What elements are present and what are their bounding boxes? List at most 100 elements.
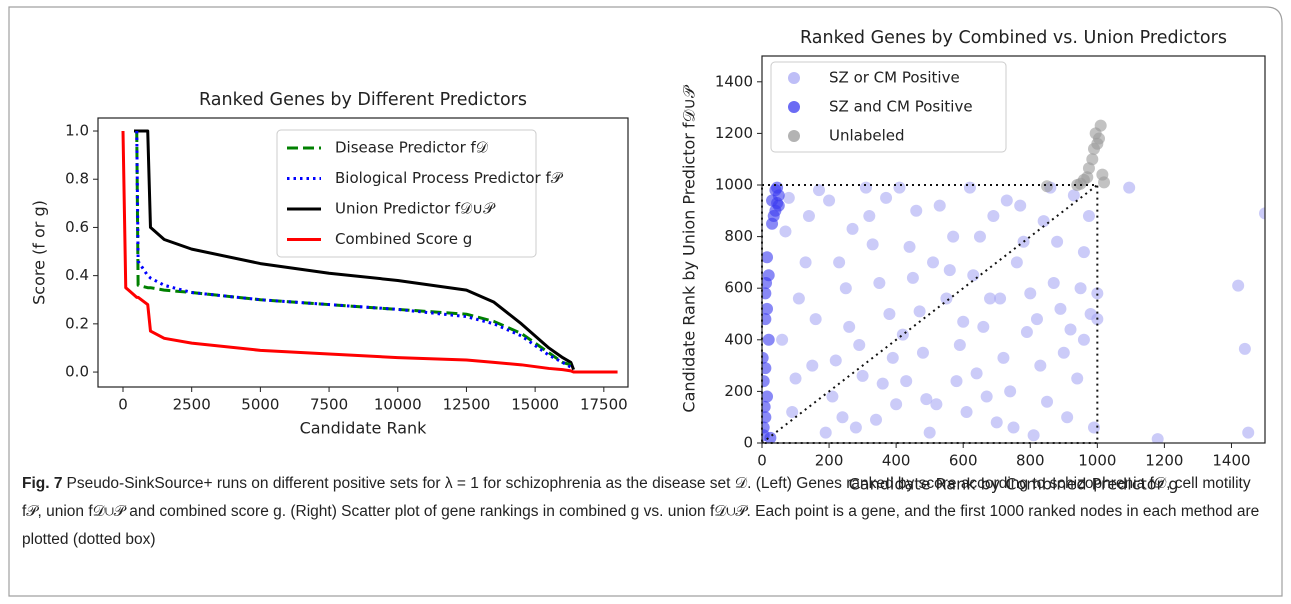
point (762, 375, 770, 388)
point (1041, 395, 1054, 408)
point (984, 292, 997, 305)
point (930, 398, 943, 411)
point (806, 359, 819, 372)
point (853, 338, 866, 351)
legend-box (276, 129, 537, 258)
point (973, 230, 986, 243)
point (970, 367, 983, 380)
point (866, 238, 879, 251)
point (762, 421, 770, 434)
point (950, 375, 963, 388)
point (963, 181, 976, 194)
point (943, 264, 956, 277)
chart-title: Ranked Genes by Different Predictors (199, 90, 527, 110)
y-tick-label: 0.8 (65, 170, 89, 188)
point (799, 256, 812, 269)
point (771, 181, 784, 194)
point (1064, 323, 1077, 336)
point (960, 406, 973, 419)
point (836, 411, 849, 424)
legend-label: Union Predictor f𝒟∪𝒫 (335, 200, 496, 218)
point (994, 292, 1007, 305)
y-tick-label: 0.6 (65, 218, 89, 236)
legend-label: Disease Predictor f𝒟 (335, 139, 488, 157)
point (1242, 426, 1255, 439)
point (1030, 313, 1043, 326)
point (1047, 277, 1060, 290)
point (762, 390, 774, 403)
point (910, 204, 923, 217)
x-tick-label: 1200 (1145, 452, 1183, 470)
point (987, 209, 1000, 222)
x-tick-label: 0 (757, 452, 767, 470)
point (762, 400, 771, 413)
point (856, 369, 869, 382)
point (762, 411, 772, 424)
point (900, 375, 913, 388)
chart-title: Ranked Genes by Combined vs. Union Predi… (800, 28, 1227, 48)
point (833, 256, 846, 269)
x-tick-label: 15000 (511, 396, 559, 414)
point (913, 305, 926, 318)
point (1098, 176, 1111, 189)
series-line (133, 129, 576, 371)
points (762, 119, 1265, 443)
point (1232, 279, 1245, 292)
caption: Fig. 7 Pseudo-SinkSource+ runs on differe… (22, 470, 1267, 554)
x-tick-label: 5000 (241, 396, 279, 414)
point (809, 313, 822, 326)
point (1074, 282, 1087, 295)
point (1094, 119, 1107, 132)
legend-label: Combined Score g (335, 230, 472, 248)
x-tick-label: 7500 (310, 396, 348, 414)
point (767, 209, 780, 222)
point (849, 421, 862, 434)
point (1054, 302, 1067, 315)
legend-label: Biological Process Predictor f𝒫 (335, 169, 564, 187)
y-axis-label: Score (f or g) (30, 200, 49, 305)
point (792, 292, 805, 305)
y-tick-label: 200 (724, 382, 753, 400)
x-tick-label: 2500 (173, 396, 211, 414)
point (776, 333, 789, 346)
caption-text: Pseudo-SinkSource+ runs on different pos… (22, 475, 1260, 548)
point (1093, 132, 1106, 145)
point (1024, 287, 1037, 300)
x-axis-label: Candidate Rank (300, 419, 428, 438)
figure-border (8, 6, 1283, 597)
point (802, 209, 815, 222)
point (762, 287, 772, 300)
diagonal-guide (761, 184, 1098, 444)
point (762, 277, 773, 290)
point (1087, 421, 1100, 434)
point (843, 320, 856, 333)
point (839, 282, 852, 295)
y-tick-label: 0 (743, 434, 753, 452)
y-tick-label: 1400 (715, 72, 753, 90)
legend-label: SZ or CM Positive (829, 69, 960, 87)
point (896, 328, 909, 341)
point (1259, 207, 1265, 220)
plot-frame (97, 117, 629, 388)
legend-swatch (788, 72, 800, 84)
point (903, 240, 916, 253)
point (1086, 153, 1099, 166)
x-tick-label: 800 (1016, 452, 1045, 470)
point (980, 390, 993, 403)
legend-swatch (788, 101, 800, 113)
caption-label: Fig. 7 (22, 475, 63, 492)
point (1000, 194, 1013, 207)
legend-label: SZ and CM Positive (829, 98, 973, 116)
point (916, 346, 929, 359)
point (890, 398, 903, 411)
y-tick-label: 800 (724, 227, 753, 245)
series-line (135, 131, 572, 369)
point (762, 351, 769, 364)
point (813, 184, 826, 197)
point (957, 315, 970, 328)
point (762, 333, 775, 346)
point (1014, 199, 1027, 212)
point (1034, 359, 1047, 372)
point (933, 199, 946, 212)
